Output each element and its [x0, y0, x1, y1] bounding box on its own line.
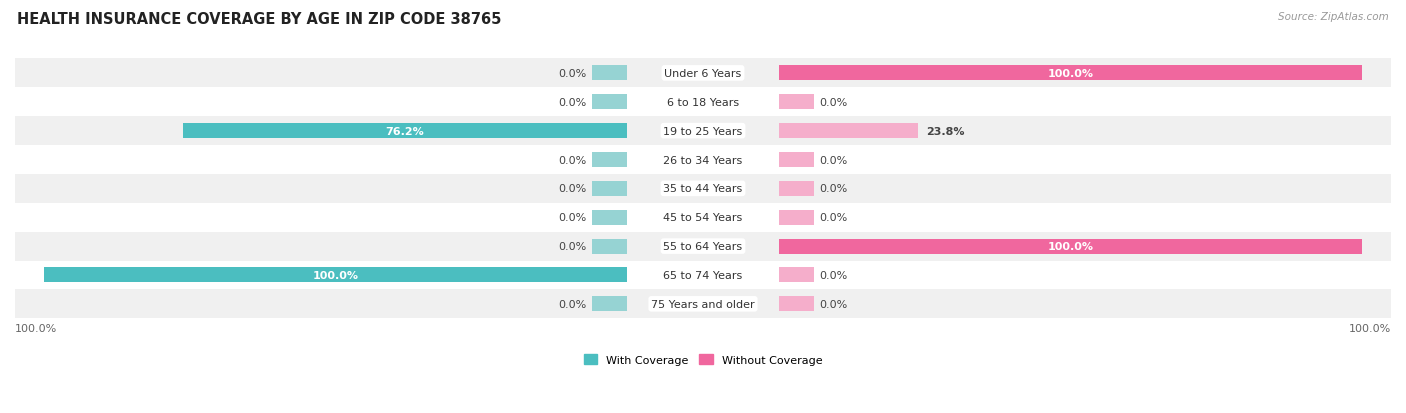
Bar: [592, 95, 627, 110]
Text: 26 to 34 Years: 26 to 34 Years: [664, 155, 742, 165]
Text: 0.0%: 0.0%: [820, 97, 848, 107]
Text: 23.8%: 23.8%: [927, 126, 965, 136]
Bar: [15, 146, 1391, 175]
Text: 100.0%: 100.0%: [312, 270, 359, 280]
Text: 0.0%: 0.0%: [820, 270, 848, 280]
Bar: [779, 153, 814, 168]
Text: 75 Years and older: 75 Years and older: [651, 299, 755, 309]
Bar: [183, 124, 627, 139]
Bar: [779, 297, 814, 311]
Bar: [779, 66, 1362, 81]
Bar: [15, 175, 1391, 203]
Bar: [15, 261, 1391, 290]
Text: 0.0%: 0.0%: [558, 69, 586, 79]
Text: 0.0%: 0.0%: [820, 299, 848, 309]
Bar: [592, 210, 627, 225]
Text: 45 to 54 Years: 45 to 54 Years: [664, 213, 742, 223]
Text: Source: ZipAtlas.com: Source: ZipAtlas.com: [1278, 12, 1389, 22]
Text: 65 to 74 Years: 65 to 74 Years: [664, 270, 742, 280]
Bar: [15, 88, 1391, 117]
Legend: With Coverage, Without Coverage: With Coverage, Without Coverage: [579, 350, 827, 369]
Bar: [15, 117, 1391, 146]
Bar: [779, 239, 1362, 254]
Text: Under 6 Years: Under 6 Years: [665, 69, 741, 79]
Text: 0.0%: 0.0%: [558, 97, 586, 107]
Text: 0.0%: 0.0%: [558, 299, 586, 309]
Text: HEALTH INSURANCE COVERAGE BY AGE IN ZIP CODE 38765: HEALTH INSURANCE COVERAGE BY AGE IN ZIP …: [17, 12, 502, 27]
Text: 76.2%: 76.2%: [385, 126, 425, 136]
Bar: [15, 290, 1391, 318]
Bar: [15, 59, 1391, 88]
Bar: [592, 181, 627, 197]
Bar: [44, 268, 627, 283]
Bar: [592, 297, 627, 311]
Text: 100.0%: 100.0%: [1047, 69, 1094, 79]
Text: 0.0%: 0.0%: [820, 155, 848, 165]
Text: 19 to 25 Years: 19 to 25 Years: [664, 126, 742, 136]
Bar: [779, 181, 814, 197]
Text: 0.0%: 0.0%: [820, 213, 848, 223]
Text: 55 to 64 Years: 55 to 64 Years: [664, 242, 742, 252]
Bar: [592, 66, 627, 81]
Text: 100.0%: 100.0%: [15, 324, 58, 334]
Text: 0.0%: 0.0%: [558, 184, 586, 194]
Text: 100.0%: 100.0%: [1348, 324, 1391, 334]
Bar: [592, 153, 627, 168]
Bar: [592, 239, 627, 254]
Text: 0.0%: 0.0%: [820, 184, 848, 194]
Text: 0.0%: 0.0%: [558, 213, 586, 223]
Bar: [15, 203, 1391, 232]
Text: 35 to 44 Years: 35 to 44 Years: [664, 184, 742, 194]
Bar: [779, 95, 814, 110]
Text: 0.0%: 0.0%: [558, 155, 586, 165]
Text: 0.0%: 0.0%: [558, 242, 586, 252]
Text: 100.0%: 100.0%: [1047, 242, 1094, 252]
Bar: [779, 210, 814, 225]
Text: 6 to 18 Years: 6 to 18 Years: [666, 97, 740, 107]
Bar: [15, 232, 1391, 261]
Bar: [779, 124, 918, 139]
Bar: [779, 268, 814, 283]
